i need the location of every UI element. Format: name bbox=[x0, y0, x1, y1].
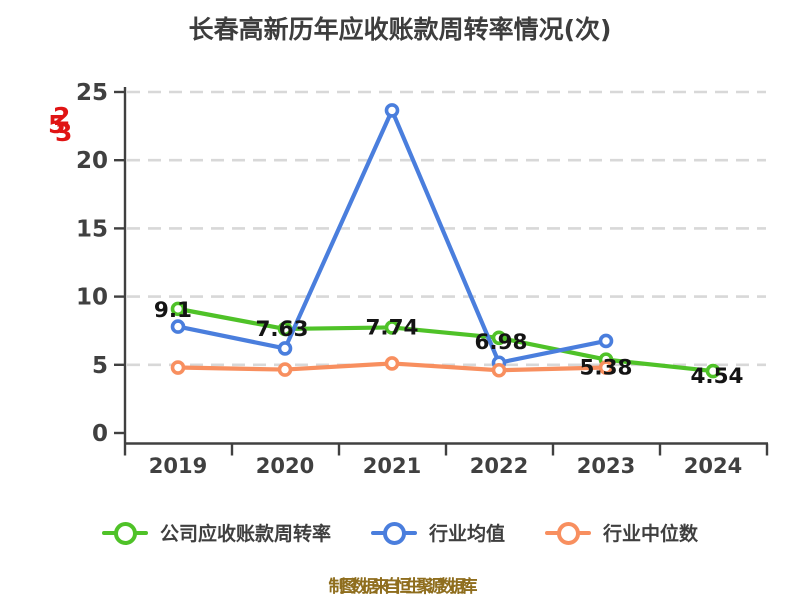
x-tick-label: 2023 bbox=[577, 454, 635, 478]
data-point-series-2 bbox=[491, 362, 507, 378]
watermark-glyph: 2 bbox=[53, 102, 71, 131]
legend-label-company: 公司应收账款周转率 bbox=[159, 523, 331, 545]
x-tick-label: 2020 bbox=[256, 454, 314, 478]
data-point-series-2 bbox=[598, 360, 614, 375]
data-point-series-0 bbox=[170, 301, 186, 317]
x-tick-label: 2019 bbox=[149, 454, 207, 478]
y-tick-label: 15 bbox=[76, 216, 108, 242]
data-point-series-2 bbox=[384, 356, 400, 371]
industry-median-series-marker-icon bbox=[545, 521, 591, 545]
legend: 公司应收账款周转率 行业均值 行业中位数 bbox=[0, 519, 800, 546]
data-point-series-1 bbox=[170, 319, 186, 334]
value-label: 6.98 bbox=[474, 330, 527, 355]
legend-label-industry-mean: 行业均值 bbox=[428, 523, 505, 545]
x-tick-label: 2024 bbox=[684, 454, 742, 478]
data-point-series-2 bbox=[277, 362, 293, 377]
y-tick-label: 0 bbox=[92, 421, 108, 447]
value-label: 7.63 bbox=[255, 317, 308, 342]
y-tick-label: 5 bbox=[92, 353, 108, 379]
data-point-series-2 bbox=[170, 360, 186, 375]
value-label: 7.74 bbox=[365, 315, 418, 340]
value-label: 5.38 bbox=[579, 356, 632, 381]
x-tick-label: 2022 bbox=[470, 454, 528, 478]
y-tick-label: 10 bbox=[76, 285, 108, 311]
legend-item-company: 公司应收账款周转率 bbox=[101, 519, 331, 546]
series-line-0 bbox=[175, 306, 716, 374]
y-tick-label: 25 bbox=[76, 80, 108, 106]
data-source-caption: 制图数据来自恒生聚源数据库 bbox=[328, 577, 478, 597]
data-point-series-0 bbox=[705, 363, 721, 379]
legend-item-industry-mean: 行业均值 bbox=[370, 519, 505, 546]
y-tick-label: 20 bbox=[76, 148, 108, 174]
legend-label-industry-median: 行业中位数 bbox=[603, 523, 699, 545]
data-point-series-1 bbox=[384, 103, 400, 118]
data-point-series-1 bbox=[277, 341, 293, 356]
axis-spine bbox=[123, 87, 768, 445]
value-label: 9.1 bbox=[154, 298, 192, 323]
data-point-series-1 bbox=[598, 333, 614, 349]
chart-title: 长春高新历年应收账款周转率情况(次) bbox=[188, 15, 612, 44]
watermark-glyph: 3 bbox=[55, 118, 73, 147]
legend-item-industry-median: 行业中位数 bbox=[545, 519, 698, 546]
x-tick-label: 2021 bbox=[363, 454, 421, 478]
industry-mean-series-marker-icon bbox=[370, 521, 417, 545]
value-label: 4.54 bbox=[690, 364, 743, 389]
data-point-series-0 bbox=[277, 321, 293, 337]
data-point-series-0 bbox=[384, 320, 400, 335]
watermark-glyph: 5 bbox=[48, 110, 66, 139]
company-series-marker-icon bbox=[101, 521, 148, 545]
data-point-series-0 bbox=[491, 330, 507, 346]
